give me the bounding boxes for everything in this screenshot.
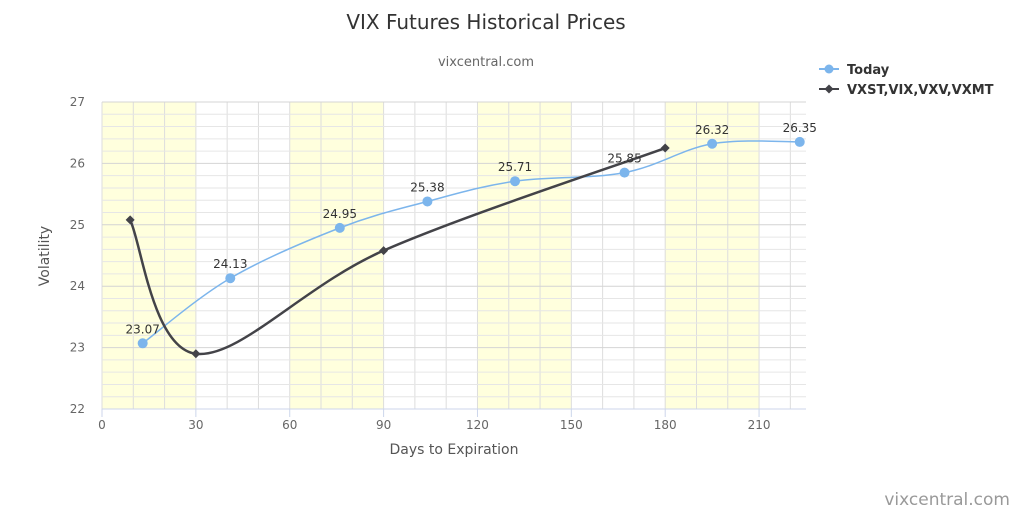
x-tick-label: 120 xyxy=(466,418,489,432)
x-axis-title: Days to Expiration xyxy=(390,442,519,458)
chart-subtitle: vixcentral.com xyxy=(438,55,534,70)
y-tick-label: 22 xyxy=(70,402,85,416)
shaded-bands xyxy=(102,102,760,409)
x-tick-label: 30 xyxy=(188,418,203,432)
x-tick-label: 180 xyxy=(654,418,677,432)
today-data-label: 25.85 xyxy=(607,152,641,166)
today-data-label: 26.32 xyxy=(695,123,729,137)
legend-today-label: Today xyxy=(847,63,890,78)
y-tick-label: 23 xyxy=(70,341,85,355)
x-tick-label: 210 xyxy=(748,418,771,432)
y-tick-label: 25 xyxy=(70,218,85,232)
legend-today-marker xyxy=(824,64,834,74)
today-data-label: 25.71 xyxy=(498,160,532,174)
series-line-vxst-vix-vxv-vxmt xyxy=(129,146,666,356)
today-data-label: 25.38 xyxy=(410,180,444,194)
series-line-today xyxy=(142,140,800,344)
legend-vxst-label: VXST,VIX,VXV,VXMT xyxy=(847,83,994,98)
vxst-point xyxy=(125,215,135,225)
today-data-label: 24.13 xyxy=(213,257,247,271)
y-tick-label: 24 xyxy=(70,279,85,293)
vxst-point xyxy=(191,349,201,359)
today-point xyxy=(510,176,521,187)
grid-lines xyxy=(101,101,806,410)
today-point xyxy=(422,196,433,207)
y-tick-label: 26 xyxy=(70,156,85,170)
x-tick-label: 90 xyxy=(376,418,391,432)
legend-vxst-marker xyxy=(824,84,834,94)
x-tick-label: 60 xyxy=(282,418,297,432)
series-layer xyxy=(125,136,805,359)
vxst-point xyxy=(379,246,389,256)
chart-title: VIX Futures Historical Prices xyxy=(346,10,625,34)
shaded-band-2 xyxy=(477,102,572,409)
today-point xyxy=(225,273,236,284)
today-point xyxy=(794,136,805,147)
today-point xyxy=(334,222,345,233)
y-tick-label: 27 xyxy=(70,95,85,109)
vxst-point xyxy=(660,143,670,153)
axes: 0 30 60 90 120 150 180 210 22 23 24 25 26 27 xyxy=(70,95,806,432)
data-labels: 23.07 24.13 24.95 25.38 25.71 25.85 26.32 26.35 xyxy=(125,121,816,336)
today-data-label: 26.35 xyxy=(783,121,817,135)
shaded-band-0 xyxy=(102,102,196,409)
shaded-band-1 xyxy=(289,102,384,409)
x-tick-label: 0 xyxy=(98,418,106,432)
today-data-label: 23.07 xyxy=(125,322,159,336)
today-point xyxy=(137,338,148,349)
y-axis-title: Volatility xyxy=(37,226,53,286)
x-tick-label: 150 xyxy=(560,418,583,432)
today-data-label: 24.95 xyxy=(323,207,357,221)
today-point xyxy=(707,138,718,149)
legend[interactable]: Today VXST,VIX,VXV,VXMT xyxy=(819,63,994,98)
legend-item-vxst[interactable]: VXST,VIX,VXV,VXMT xyxy=(819,83,994,98)
today-point xyxy=(619,167,630,178)
legend-item-today[interactable]: Today xyxy=(819,63,890,78)
credit-link[interactable]: vixcentral.com xyxy=(884,490,1010,510)
